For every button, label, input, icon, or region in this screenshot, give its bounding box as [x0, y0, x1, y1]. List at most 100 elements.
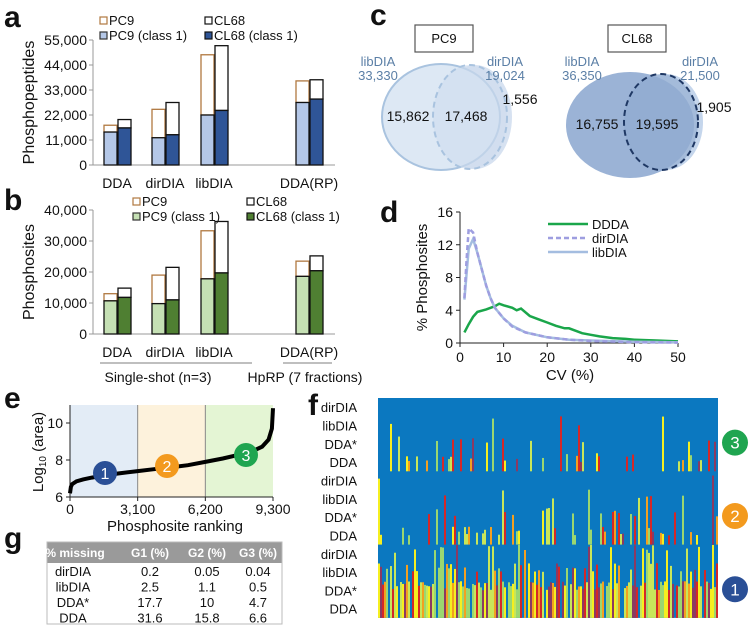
- heatmap-cell: [660, 532, 662, 545]
- heatmap-cell: [590, 544, 592, 618]
- bar-cl68-total: [117, 287, 132, 299]
- heatmap-cell: [378, 478, 380, 545]
- heatmap-cell: [434, 550, 436, 618]
- heatmap-cell: [478, 582, 480, 618]
- heatmap-cell: [504, 587, 506, 618]
- heatmap-cell: [582, 442, 584, 472]
- heatmap-cell: [408, 535, 410, 545]
- line-series-ddda: [463, 302, 679, 343]
- heatmap-cell: [576, 589, 578, 618]
- venn-left-only-count: 16,755: [576, 116, 619, 132]
- venn-overlap-count: 19,595: [636, 116, 679, 132]
- heatmap-cell: [472, 583, 474, 618]
- bar-pc9-total: [200, 230, 215, 280]
- heatmap-cell: [430, 586, 432, 618]
- legend-label: CL68: [256, 194, 287, 209]
- heatmap-cell: [512, 583, 514, 618]
- bar-cl68-class1: [214, 109, 229, 166]
- heatmap-cell: [586, 582, 588, 618]
- heatmap-cell: [598, 587, 600, 618]
- heatmap-cell: [594, 589, 596, 618]
- heatmap-cell: [464, 527, 466, 545]
- bar-cl68-total: [117, 118, 132, 129]
- heatmap-cell: [502, 581, 504, 618]
- venn-title: PC9: [431, 31, 456, 46]
- heatmap-cell: [548, 586, 550, 618]
- heatmap-cell: [518, 530, 520, 545]
- heatmap-cell: [708, 582, 710, 618]
- venn-left-only-count: 15,862: [387, 108, 430, 124]
- heatmap-cell: [644, 582, 646, 618]
- heatmap-row-label: dirDIA: [321, 473, 357, 488]
- heatmap-cell: [458, 582, 460, 618]
- heatmap-cell: [616, 583, 618, 618]
- heatmap-cell: [678, 461, 680, 472]
- bar-pc9-class1: [151, 302, 166, 335]
- heatmap-cell: [498, 568, 500, 618]
- heatmap-cell: [492, 418, 494, 472]
- table-cell: 4.7: [249, 595, 267, 610]
- table-cell: 31.6: [137, 611, 162, 626]
- table-row-label: libDIA: [56, 580, 91, 595]
- bar-pc9-class1: [295, 101, 310, 166]
- heatmap-cell: [694, 569, 696, 618]
- heatmap-cell: [490, 589, 492, 618]
- y-label-sub: 10: [38, 456, 49, 468]
- bar-pc9-class1: [103, 300, 118, 335]
- heatmap-cell: [554, 528, 556, 545]
- heatmap-cell: [690, 571, 692, 618]
- table-cell: 10: [200, 595, 214, 610]
- heatmap-row-label: dirDIA: [321, 400, 357, 415]
- heatmap-cell: [536, 584, 538, 618]
- heatmap-row-label: DDA*: [324, 510, 357, 525]
- venn-right-only-count: 1,556: [502, 91, 537, 107]
- heatmap-cell: [632, 585, 634, 618]
- heatmap-cell: [550, 582, 552, 618]
- table-border: [46, 541, 283, 625]
- heatmap-cell: [406, 564, 408, 618]
- heatmap-cell: [712, 544, 714, 618]
- bar-pc9-total: [200, 54, 215, 116]
- venn-right-total: 21,500: [680, 68, 720, 83]
- table-header: [47, 542, 282, 563]
- bar-pc9-class1: [103, 131, 118, 166]
- heatmap-cell: [648, 552, 650, 618]
- heatmap-cell: [394, 552, 396, 618]
- x-tick-label: libDIA: [195, 344, 233, 360]
- heatmap-cell: [516, 531, 518, 545]
- y-tick-label: 8: [55, 452, 63, 468]
- line-series-libdia: [463, 235, 679, 344]
- heatmap-cell: [650, 563, 652, 618]
- heatmap-cell: [584, 568, 586, 618]
- heatmap-cell: [556, 563, 558, 618]
- table-cell: 17.7: [137, 595, 162, 610]
- y-tick-label: 44,000: [44, 57, 87, 73]
- heatmap-row-label: dirDIA: [321, 547, 357, 562]
- heatmap-cell: [578, 586, 580, 618]
- bar-cl68-class1: [214, 272, 229, 335]
- x-tick-label: 50: [670, 349, 686, 365]
- heatmap-cell: [484, 529, 486, 545]
- heatmap-cell: [570, 584, 572, 618]
- group-badge-label: 1: [101, 466, 110, 483]
- heatmap-cell: [606, 586, 608, 618]
- heatmap-cell: [678, 586, 680, 618]
- heatmap-cell: [574, 568, 576, 618]
- table-cell: 1.1: [198, 580, 216, 595]
- heatmap-cell: [542, 510, 544, 545]
- x-tick-label: 6,200: [188, 501, 223, 517]
- heatmap-cell: [396, 586, 398, 618]
- y-tick-label: 16: [437, 204, 453, 220]
- heatmap-cell: [468, 588, 470, 618]
- legend-label: PC9 (class 1): [142, 209, 220, 224]
- heatmap-cell: [516, 458, 518, 472]
- group-badge-label: 3: [730, 434, 739, 453]
- y-tick-label: 20,000: [44, 264, 87, 280]
- heatmap-cell: [710, 588, 712, 618]
- x-axis-label: Phosphosite ranking: [107, 518, 243, 535]
- heatmap-row-label: DDA: [330, 455, 358, 470]
- legend-swatch: [204, 31, 213, 40]
- x-tick-label: 0: [456, 349, 464, 365]
- legend-label: DDDA: [592, 217, 629, 232]
